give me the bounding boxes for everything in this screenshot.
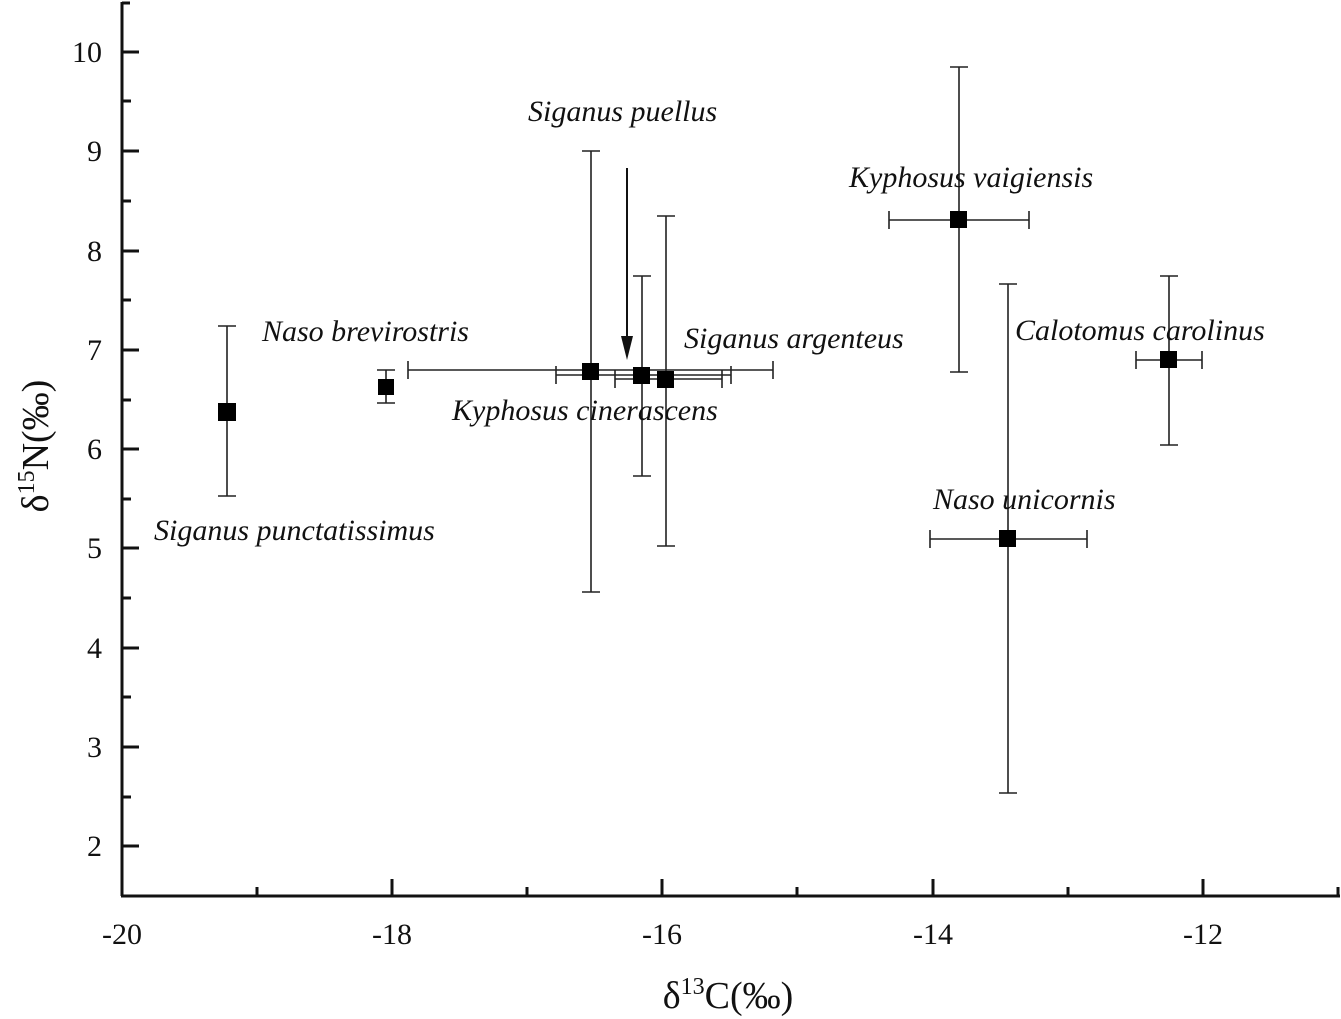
x-tick-label: -16 [642,918,682,951]
label-kyphosus-cinerascens: Kyphosus cinerascens [451,394,718,427]
label-kyphosus-vaigiensis: Kyphosus vaigiensis [848,161,1093,194]
y-tick-label: 4 [87,632,102,665]
y-tick-label: 3 [87,731,102,764]
marker-kyphosus-cinerascens[interactable] [633,367,650,384]
label-calotomus-carolinus: Calotomus carolinus [1015,314,1265,347]
marker-siganus-puellus[interactable] [582,363,599,380]
marker-siganus-punctatissimus[interactable] [218,403,236,421]
marker-siganus-argenteus[interactable] [657,371,674,388]
arrow-down-icon [621,336,633,360]
x-tick-label: -20 [102,918,142,951]
x-tick-label: -14 [913,918,953,951]
y-axis-title: δ15N(‰) [14,380,57,513]
label-siganus-punctatissimus: Siganus punctatissimus [154,514,435,547]
label-naso-unicornis: Naso unicornis [932,483,1116,516]
x-tick-label: -12 [1183,918,1223,951]
marker-kyphosus-vaigiensis[interactable] [950,211,967,228]
x-tick-label: -18 [372,918,412,951]
data-markers [218,211,1177,547]
label-siganus-argenteus: Siganus argenteus [684,322,904,355]
marker-calotomus-carolinus[interactable] [1160,351,1177,368]
marker-naso-unicornis[interactable] [999,530,1016,547]
x-axis [121,879,1340,898]
species-labels: Siganus punctatissimus Naso brevirostris… [154,95,1265,547]
y-tick-label: 5 [87,532,102,565]
y-tick-label: 6 [87,433,102,466]
label-siganus-puellus: Siganus puellus [528,95,717,128]
marker-naso-brevirostris[interactable] [378,379,394,395]
y-axis [120,1,139,896]
y-tick-label: 9 [87,135,102,168]
x-tick-labels: -20 -18 -16 -14 -12 [102,918,1223,951]
y-tick-label: 10 [72,36,102,69]
y-tick-labels: 10 9 8 7 6 5 4 3 2 [72,36,102,863]
y-tick-label: 7 [87,334,102,367]
y-tick-label: 2 [87,830,102,863]
y-tick-label: 8 [87,235,102,268]
x-axis-title: δ13C(‰) [663,974,794,1017]
arrow-annotation [621,168,633,360]
label-naso-brevirostris: Naso brevirostris [261,315,469,348]
